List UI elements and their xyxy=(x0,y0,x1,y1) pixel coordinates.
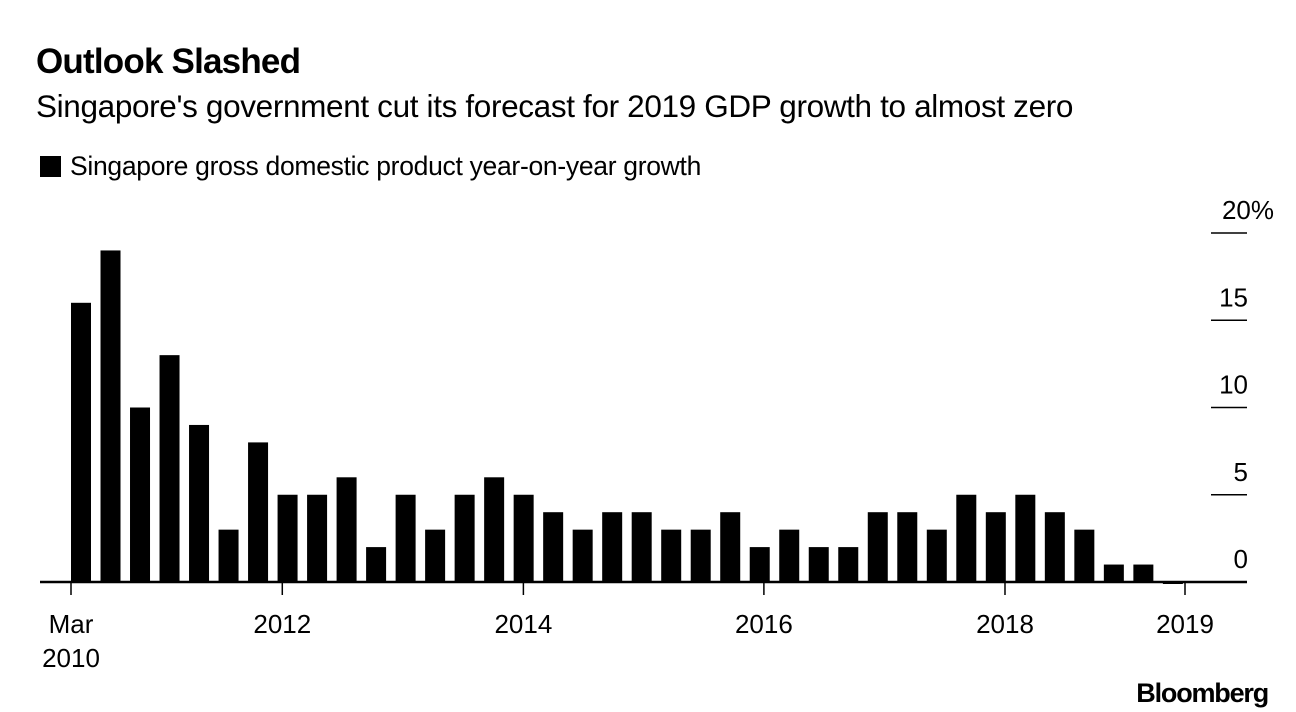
bar-jun-2014 xyxy=(572,529,593,582)
bar-mar-2011 xyxy=(189,424,210,582)
bar-sep-2016 xyxy=(838,547,859,582)
bars xyxy=(71,250,1183,584)
bar-sep-2012 xyxy=(366,547,387,582)
chart-title: Outlook Slashed xyxy=(36,42,301,81)
bar-dec-2011 xyxy=(277,494,298,582)
bar-dec-2010 xyxy=(159,355,180,582)
bar-jun-2015 xyxy=(690,529,711,582)
bar-sep-2014 xyxy=(602,512,623,582)
x-tick-label: 2018 xyxy=(976,609,1034,639)
bar-jun-2018 xyxy=(1044,512,1065,582)
x-axis: Mar 2010 2012 2014 2016 2018 2019 xyxy=(42,583,1214,673)
bar-jun-2017 xyxy=(926,529,947,582)
bar-mar-2015 xyxy=(661,529,682,582)
chart-subtitle: Singapore's government cut its forecast … xyxy=(36,88,1074,124)
bar-sep-2011 xyxy=(248,442,269,582)
bar-mar-2017 xyxy=(897,512,918,582)
bar-jun-2012 xyxy=(336,477,357,582)
bar-mar-2013 xyxy=(425,529,446,582)
bar-sep-2018 xyxy=(1074,529,1095,582)
bar-sep-2015 xyxy=(720,512,741,582)
bloomberg-logo: Bloomberg xyxy=(1136,678,1269,708)
bar-dec-2015 xyxy=(749,547,770,582)
bar-dec-2018 xyxy=(1103,564,1124,582)
bar-jun-2013 xyxy=(454,494,475,582)
x-tick-label: Mar xyxy=(49,609,94,639)
bar-dec-2012 xyxy=(395,494,416,582)
bar-mar-2016 xyxy=(779,529,800,582)
bar-jun-2011 xyxy=(218,529,239,582)
bar-mar-2012 xyxy=(307,494,328,582)
bar-dec-2017 xyxy=(985,512,1006,582)
y-tick-label: 5 xyxy=(1234,457,1248,487)
y-tick-label: 20% xyxy=(1222,195,1274,225)
legend-label: Singapore gross domestic product year-on… xyxy=(70,150,702,181)
bar-mar-2010 xyxy=(71,302,91,582)
y-tick-label: 0 xyxy=(1234,544,1248,574)
bar-sep-2010 xyxy=(130,407,151,582)
bar-sep-2013 xyxy=(484,477,505,582)
bar-sep-2017 xyxy=(956,494,977,582)
bar-jun-2016 xyxy=(808,547,829,582)
bar-jun-2010 xyxy=(100,250,121,582)
y-tick-label: 10 xyxy=(1219,370,1248,400)
y-axis: 20% 15 10 5 0 xyxy=(1211,195,1274,574)
x-tick-sublabel: 2010 xyxy=(42,643,100,673)
bar-mar-2019 xyxy=(1133,564,1154,582)
x-tick-label: 2012 xyxy=(253,609,311,639)
x-tick-label: 2014 xyxy=(494,609,552,639)
x-tick-label: 2016 xyxy=(735,609,793,639)
legend: Singapore gross domestic product year-on… xyxy=(40,149,701,183)
bar-dec-2014 xyxy=(631,512,652,582)
y-tick-label: 15 xyxy=(1219,282,1248,312)
bar-dec-2013 xyxy=(513,494,534,582)
bar-mar-2014 xyxy=(543,512,564,582)
bar-mar-2018 xyxy=(1015,494,1036,582)
bar-dec-2016 xyxy=(867,512,888,582)
legend-swatch xyxy=(40,155,61,177)
x-tick-label: 2019 xyxy=(1156,609,1214,639)
